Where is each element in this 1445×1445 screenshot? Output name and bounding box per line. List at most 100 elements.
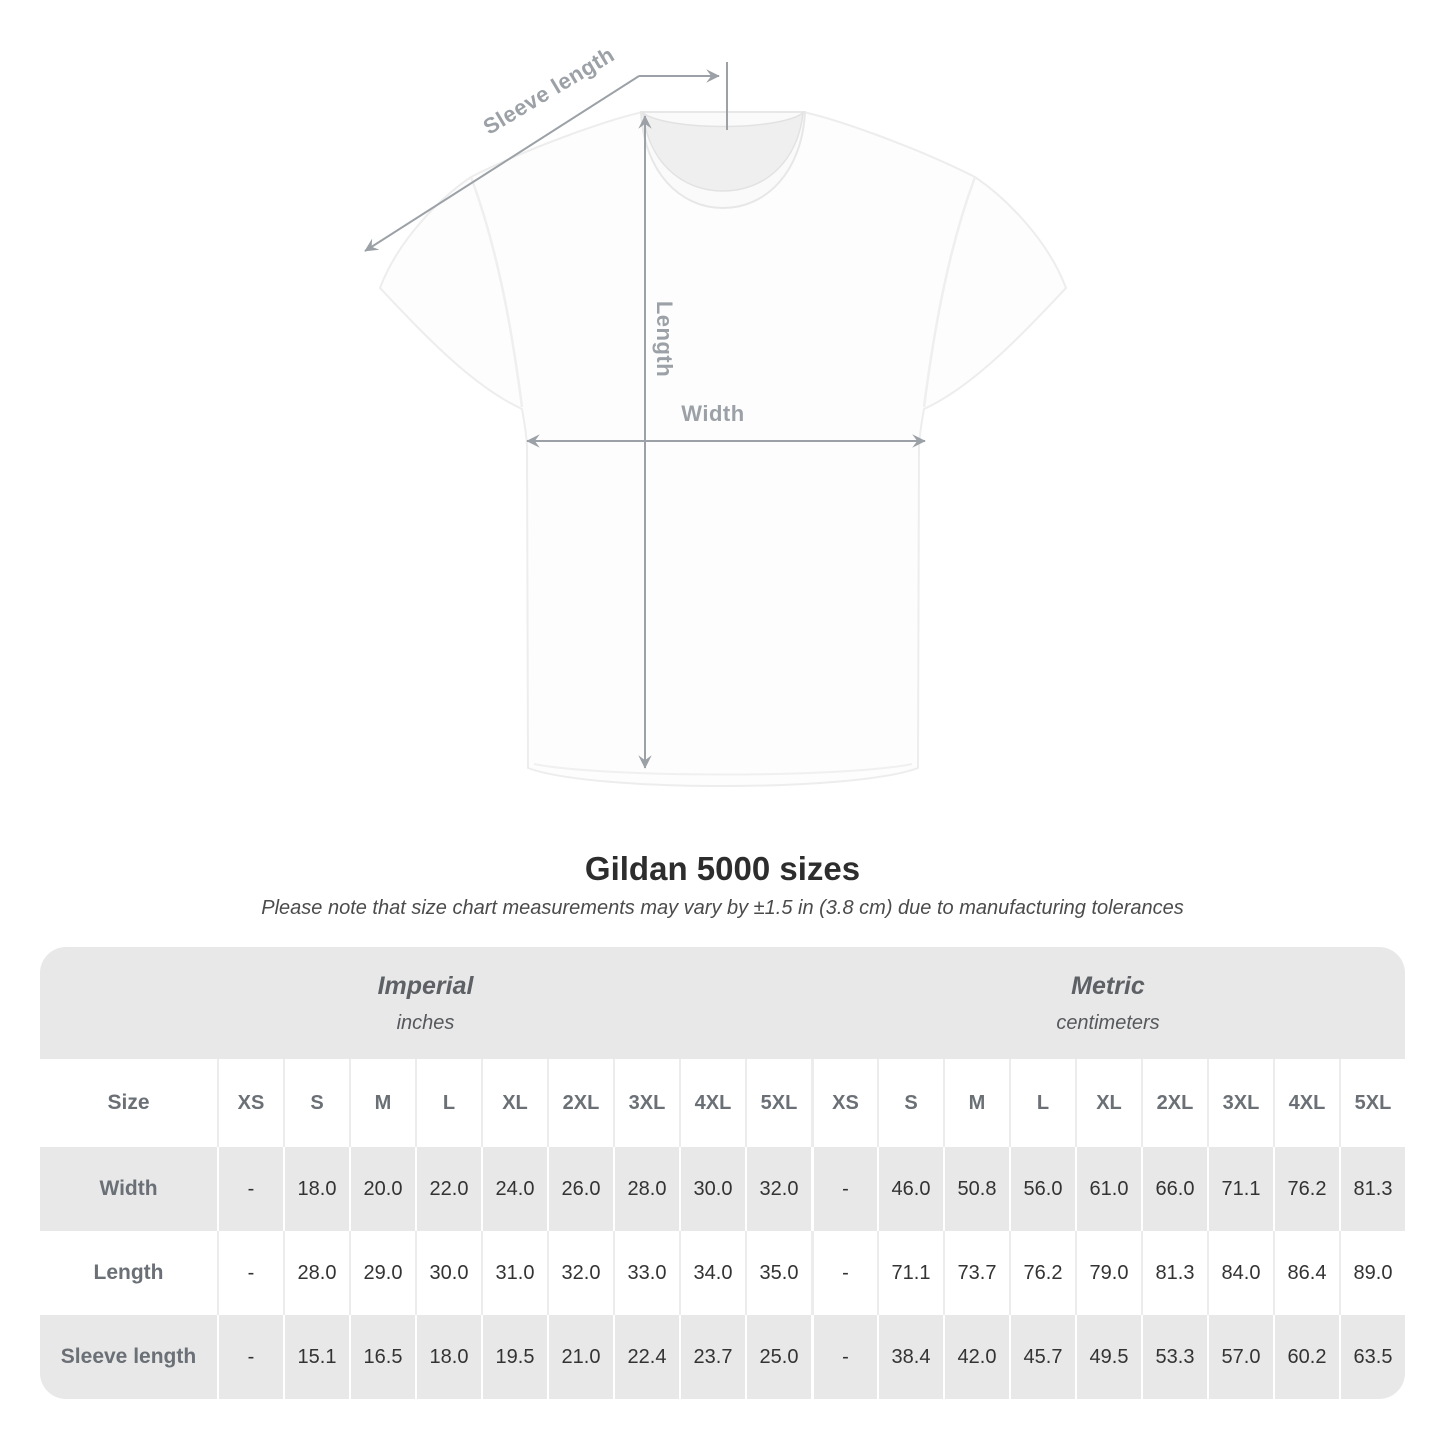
tshirt-neck-opening: [642, 111, 804, 192]
value-cell: 63.5: [1339, 1315, 1405, 1399]
row-length: Length -28.0 29.0 30.0 31.0 32.0 33.0 34.0 35.0-…: [40, 1231, 1405, 1315]
value-cell: 45.7: [1009, 1315, 1075, 1399]
value-cell: 23.7: [679, 1315, 745, 1399]
unit-header-metric: Metric centimeters: [811, 947, 1405, 1059]
value-cell: 56.0: [1009, 1147, 1075, 1231]
row-label: Length: [93, 1261, 164, 1284]
size-table: Imperial inches Metric centimeters Size XS S M L…: [40, 947, 1405, 1399]
value-cell: 15.1: [283, 1315, 349, 1399]
size-header-imperial-l: L: [415, 1059, 481, 1147]
size-header-imperial-xl: XL: [481, 1059, 547, 1147]
unit-header-imperial: Imperial inches: [40, 947, 811, 1059]
value-cell: 21.0: [547, 1315, 613, 1399]
sleeve-length-arrow: [364, 75, 640, 252]
size-header-row: Size XS S M L XL 2XL 3XL 4XL 5XL XS S M L XL 2XL 3XL 4XL 5…: [40, 1059, 1405, 1147]
value-cell: 31.0: [481, 1231, 547, 1315]
size-header-metric-3xl: 3XL: [1207, 1059, 1273, 1147]
value-cell: 25.0: [745, 1315, 811, 1399]
value-cell: 66.0: [1141, 1147, 1207, 1231]
unit-header-row: Imperial inches Metric centimeters: [40, 947, 1405, 1059]
unit-name: Imperial: [377, 971, 474, 1000]
tshirt-right-seam: [922, 176, 977, 408]
value-cell: 60.2: [1273, 1315, 1339, 1399]
size-header-metric-s: S: [877, 1059, 943, 1147]
value-cell: 86.4: [1273, 1231, 1339, 1315]
value-cell: 61.0: [1075, 1147, 1141, 1231]
size-header-imperial-s: S: [283, 1059, 349, 1147]
size-header-imperial-4xl: 4XL: [679, 1059, 745, 1147]
value-cell: -: [811, 1231, 877, 1315]
value-cell: 28.0: [613, 1147, 679, 1231]
value-cell: 24.0: [481, 1147, 547, 1231]
value-cell: 19.5: [481, 1315, 547, 1399]
size-header-metric-m: M: [943, 1059, 1009, 1147]
value-cell: 73.7: [943, 1231, 1009, 1315]
size-header-metric-5xl: 5XL: [1339, 1059, 1405, 1147]
value-cell: 81.3: [1141, 1231, 1207, 1315]
value-cell: 71.1: [1207, 1147, 1273, 1231]
size-column-header: Size: [107, 1091, 150, 1114]
value-cell: 79.0: [1075, 1231, 1141, 1315]
value-cell: 49.5: [1075, 1315, 1141, 1399]
size-header-metric-xl: XL: [1075, 1059, 1141, 1147]
value-cell: 32.0: [745, 1147, 811, 1231]
value-cell: 71.1: [877, 1231, 943, 1315]
unit-sub: centimeters: [1056, 1011, 1160, 1034]
value-cell: 20.0: [349, 1147, 415, 1231]
value-cell: 35.0: [745, 1231, 811, 1315]
row-sleeve-length: Sleeve length -15.1 16.5 18.0 19.5 21.0 22.4 23…: [40, 1315, 1405, 1399]
value-cell: 53.3: [1141, 1315, 1207, 1399]
row-label: Width: [99, 1177, 158, 1200]
size-header-imperial-xs: XS: [217, 1059, 283, 1147]
size-header-metric-2xl: 2XL: [1141, 1059, 1207, 1147]
value-cell: 32.0: [547, 1231, 613, 1315]
value-cell: -: [811, 1315, 877, 1399]
value-cell: -: [217, 1147, 283, 1231]
value-cell: 76.2: [1009, 1231, 1075, 1315]
tshirt-left-seam: [469, 176, 524, 408]
value-cell: 34.0: [679, 1231, 745, 1315]
width-label: Width: [681, 401, 745, 426]
value-cell: 89.0: [1339, 1231, 1405, 1315]
size-header-imperial-3xl: 3XL: [613, 1059, 679, 1147]
value-cell: 16.5: [349, 1315, 415, 1399]
value-cell: -: [217, 1315, 283, 1399]
value-cell: 57.0: [1207, 1315, 1273, 1399]
value-cell: 46.0: [877, 1147, 943, 1231]
tolerance-note: Please note that size chart measurements…: [261, 897, 1184, 919]
value-cell: 28.0: [283, 1231, 349, 1315]
size-header-metric-xs: XS: [811, 1059, 877, 1147]
tshirt-hem-stitch: [533, 763, 913, 776]
value-cell: 22.4: [613, 1315, 679, 1399]
length-label: Length: [652, 300, 677, 378]
row-label: Sleeve length: [60, 1345, 197, 1368]
value-cell: 81.3: [1339, 1147, 1405, 1231]
size-header-imperial-m: M: [349, 1059, 415, 1147]
unit-sub: inches: [396, 1011, 455, 1034]
value-cell: 22.0: [415, 1147, 481, 1231]
size-header-metric-4xl: 4XL: [1273, 1059, 1339, 1147]
size-header-imperial-2xl: 2XL: [547, 1059, 613, 1147]
value-cell: -: [217, 1231, 283, 1315]
row-width: Width -18.0 20.0 22.0 24.0 26.0 28.0 30.0 32.0-4…: [40, 1147, 1405, 1231]
value-cell: 84.0: [1207, 1231, 1273, 1315]
value-cell: 26.0: [547, 1147, 613, 1231]
size-header-imperial-5xl: 5XL: [745, 1059, 811, 1147]
value-cell: 33.0: [613, 1231, 679, 1315]
size-header-metric-l: L: [1009, 1059, 1075, 1147]
unit-name: Metric: [1071, 971, 1145, 1000]
tshirt-measurement-diagram: Sleeve length Length Width: [364, 42, 1067, 787]
tshirt-body: [379, 111, 1067, 787]
tshirt-illustration: [364, 62, 1067, 787]
page-title: Gildan 5000 sizes: [584, 850, 861, 887]
value-cell: 42.0: [943, 1315, 1009, 1399]
value-cell: 30.0: [415, 1231, 481, 1315]
value-cell: 30.0: [679, 1147, 745, 1231]
value-cell: 29.0: [349, 1231, 415, 1315]
value-cell: 18.0: [283, 1147, 349, 1231]
value-cell: 18.0: [415, 1315, 481, 1399]
value-cell: 50.8: [943, 1147, 1009, 1231]
value-cell: 38.4: [877, 1315, 943, 1399]
value-cell: 76.2: [1273, 1147, 1339, 1231]
